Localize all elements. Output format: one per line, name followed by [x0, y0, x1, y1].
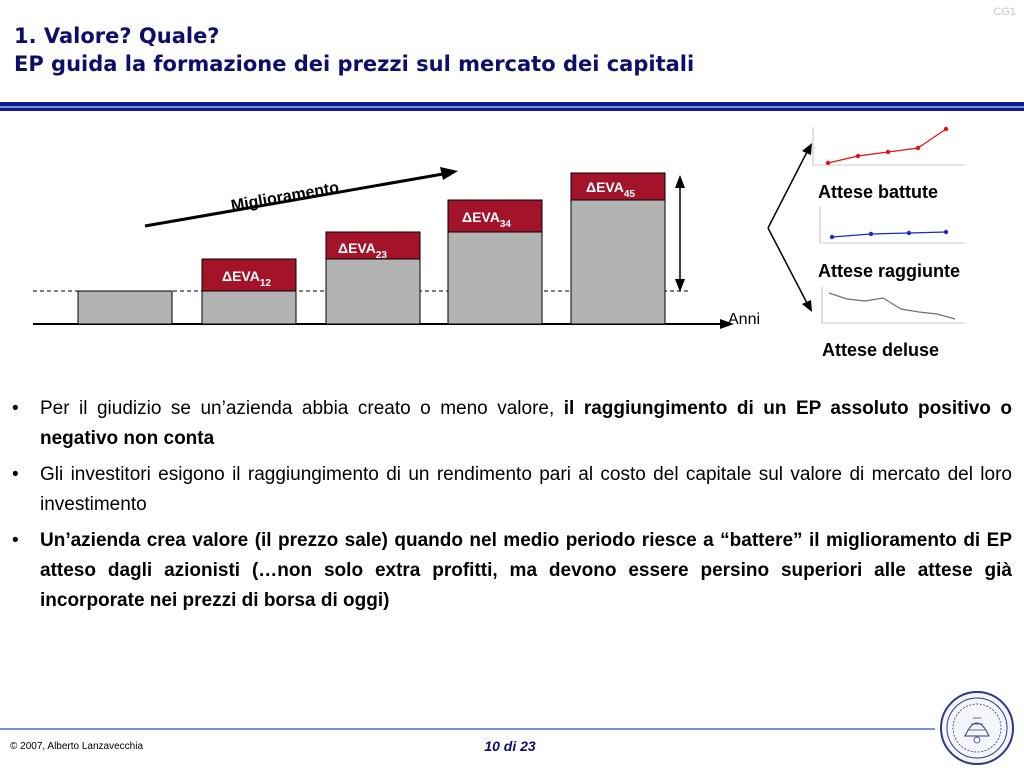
university-seal — [940, 691, 1014, 765]
bullet-text-bold: Un’azienda crea valore (il prezzo sale) … — [40, 530, 1012, 611]
bullet-dot: • — [12, 398, 19, 419]
fork-up — [767, 149, 809, 229]
mini-chart-down — [821, 287, 965, 324]
delta-label-23: ΔEVA23 — [338, 240, 387, 261]
outcome-attese-deluse: Attese deluse — [822, 340, 940, 360]
corner-tag: CG1 — [993, 6, 1016, 18]
outcome-attese-battute: Attese battute — [818, 182, 939, 202]
fork-up-head — [802, 143, 812, 155]
mini-chart-up — [812, 126, 965, 166]
bar-year-2 — [201, 290, 297, 325]
bar-year-1 — [77, 290, 173, 325]
bullet-item: • Gli investitori esigono il raggiungime… — [12, 460, 1012, 520]
fork-down — [767, 227, 809, 306]
bullet-text: Per il giudizio se un’azienda abbia crea… — [40, 398, 564, 419]
delta-box-34 — [447, 199, 543, 233]
title-line-2: EP guida la formazione dei prezzi sul me… — [14, 52, 695, 76]
bar-year-3 — [325, 258, 421, 325]
bullet-list: • Per il giudizio se un’azienda abbia cr… — [12, 394, 1012, 622]
delta-label-45: ΔEVA45 — [586, 179, 635, 200]
miglioramento-arrowhead — [440, 167, 458, 180]
bullet-dot: • — [12, 464, 19, 485]
delta-box-23 — [325, 231, 421, 260]
eva-diagram: ΔEVA12 ΔEVA23 ΔEVA34 ΔEVA45 Migliorament… — [33, 126, 965, 329]
footer-rule — [0, 728, 935, 730]
delta-box-45 — [570, 172, 666, 201]
delta-label-34: ΔEVA34 — [462, 209, 511, 230]
fork-down-head — [802, 300, 812, 312]
delta-label-12: ΔEVA12 — [222, 268, 271, 289]
bullet-dot: • — [12, 530, 19, 551]
outcome-attese-raggiunte: Attese raggiunte — [818, 261, 961, 281]
title-rule — [0, 102, 1024, 111]
axis-label-anni: Anni — [728, 311, 761, 328]
mini-chart-flat — [819, 207, 965, 244]
range-arrow-top — [675, 175, 685, 188]
miglioramento-arrow — [144, 172, 444, 228]
page-number: 10 di 23 — [484, 738, 536, 754]
delta-box-12 — [201, 258, 297, 292]
bar-year-5 — [570, 199, 666, 325]
bullet-text-bold: il raggiungimento di un EP assoluto posi… — [40, 398, 1012, 449]
page-title: 1. Valore? Quale? EP guida la formazione… — [14, 22, 694, 78]
bar-year-4 — [447, 231, 543, 325]
title-line-1: 1. Valore? Quale? — [14, 24, 220, 48]
time-axis-arrow — [720, 319, 734, 329]
copyright: © 2007, Alberto Lanzavecchia — [10, 741, 144, 752]
range-arrow-bottom — [675, 279, 685, 292]
bullet-item: • Un’azienda crea valore (il prezzo sale… — [12, 526, 1012, 616]
bullet-item: • Per il giudizio se un’azienda abbia cr… — [12, 394, 1012, 454]
miglioramento-label: Miglioramento — [230, 179, 341, 215]
bullet-text: Gli investitori esigono il raggiungiment… — [40, 464, 1012, 515]
